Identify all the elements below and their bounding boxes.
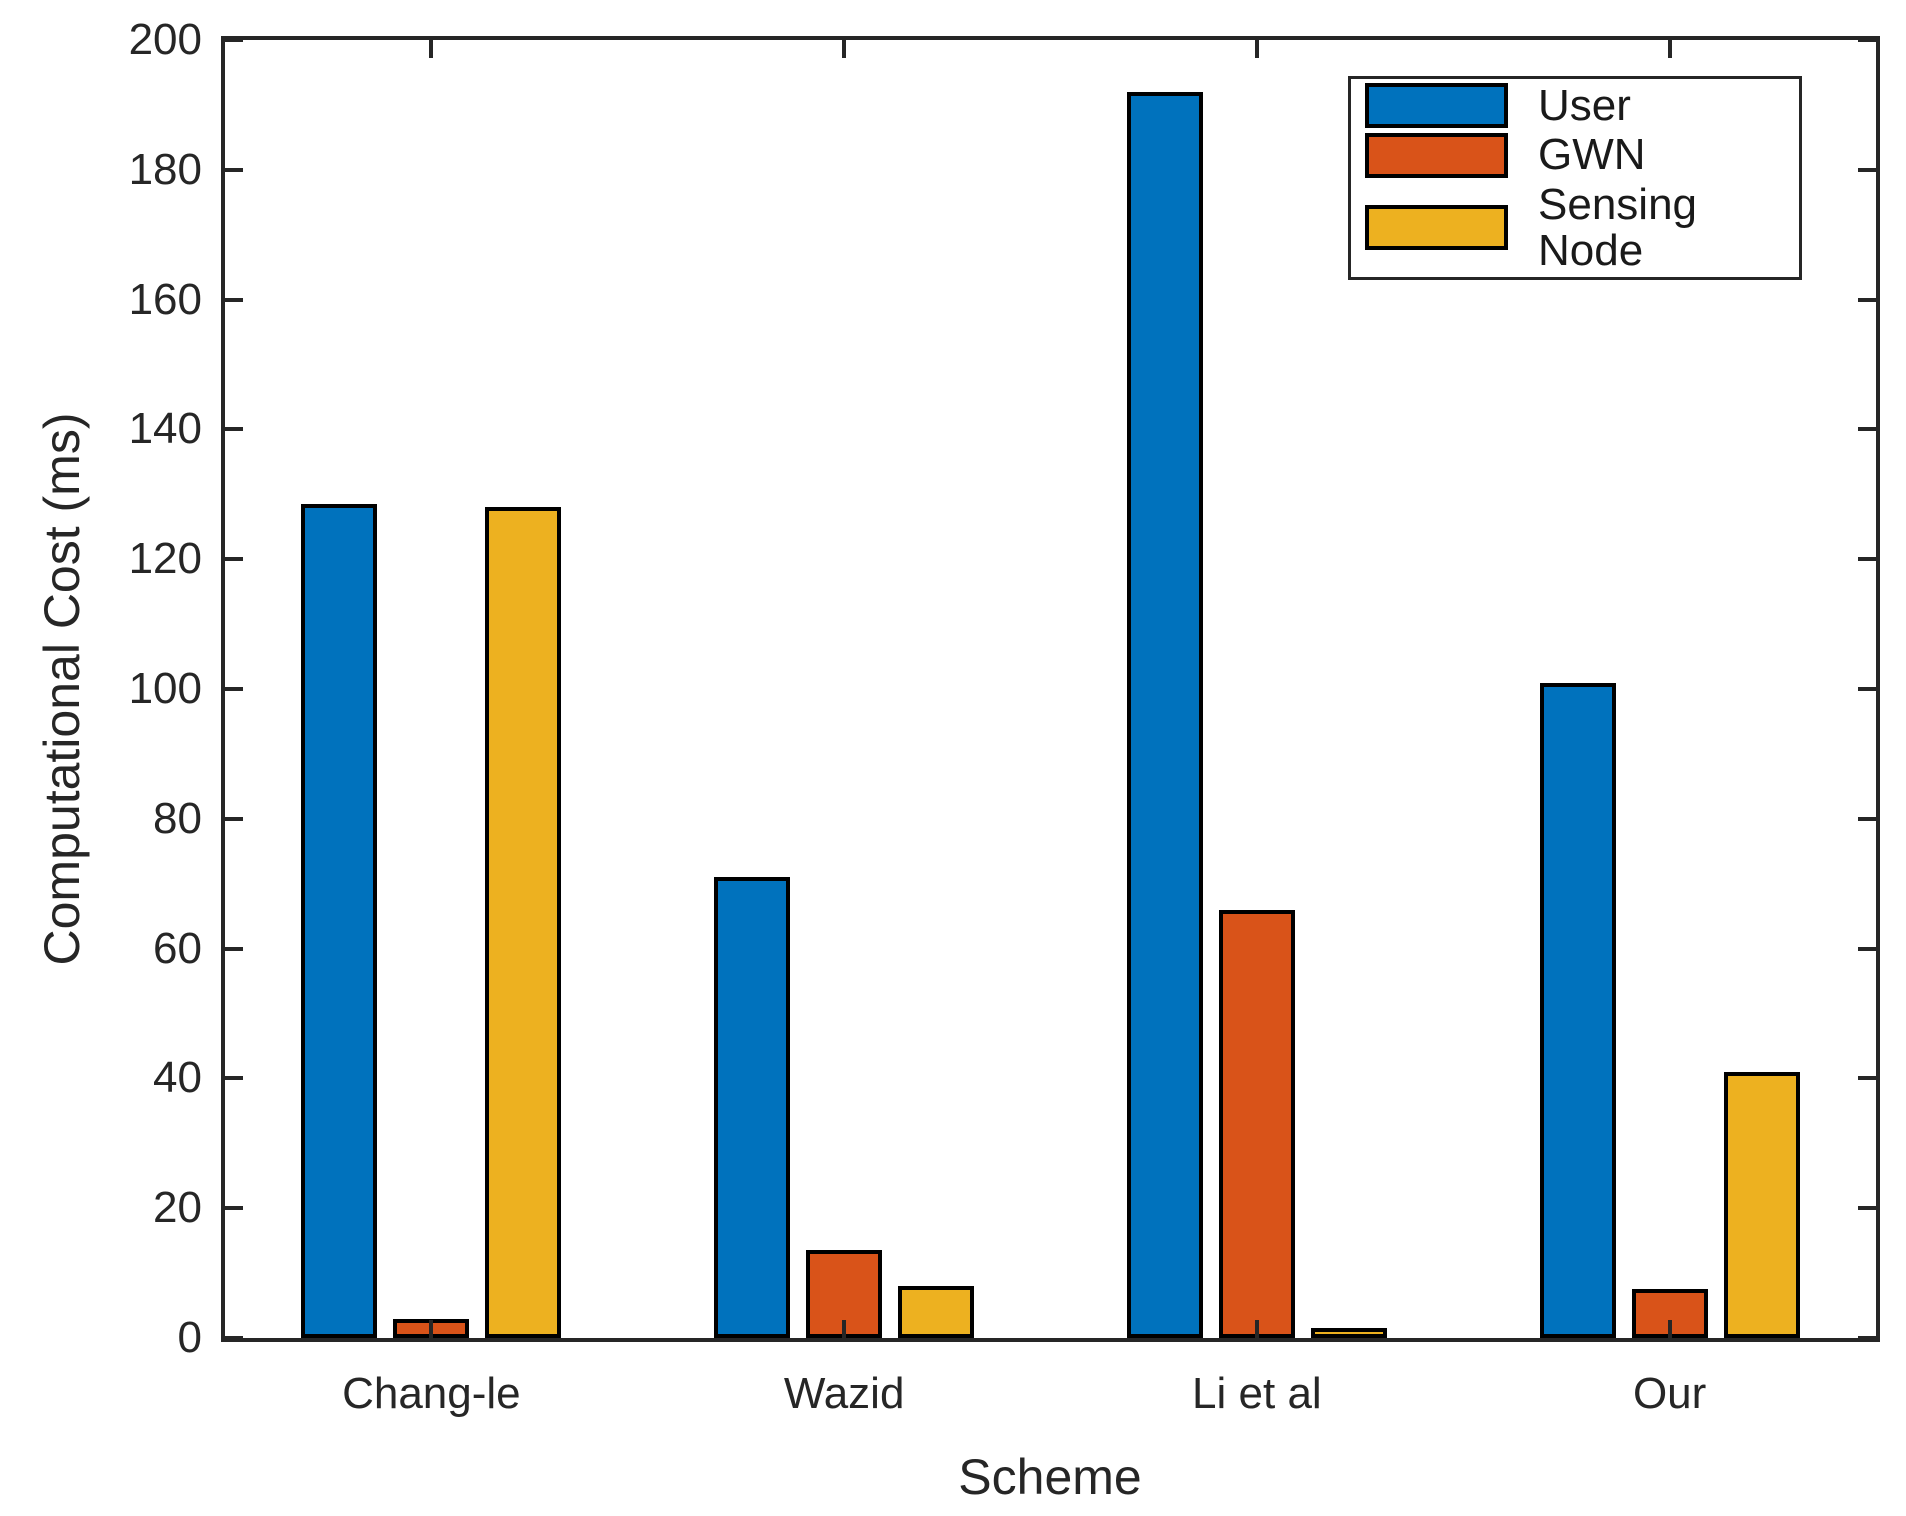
legend-swatch-icon [1365,205,1508,250]
x-tick-mark-top [842,40,847,58]
y-tick-mark-left [225,557,243,562]
legend-label: User [1538,80,1631,130]
y-tick-mark-left [225,1206,243,1211]
bar-user [1126,91,1203,1338]
y-tick-mark-right [1858,687,1876,691]
y-tick-mark-right [1858,1336,1876,1340]
bar-sensing-node [898,1286,975,1338]
x-axis-title: Scheme [958,1449,1142,1505]
x-tick-mark-top [1254,40,1259,58]
x-tick-mark-top [429,40,434,58]
y-tick-label: 120 [128,534,202,584]
y-tick-label: 80 [153,793,202,843]
y-tick-mark-left [225,946,243,951]
y-tick-label: 60 [153,923,202,973]
y-tick-mark-right [1858,38,1876,42]
y-tick-mark-left [225,687,243,691]
y-tick-label: 140 [128,404,202,454]
y-tick-mark-right [1858,816,1876,821]
y-tick-mark-left [225,816,243,821]
y-tick-mark-left [225,1076,243,1081]
bar-sensing-node [1723,1071,1800,1338]
x-tick-label: Li et al [1192,1369,1322,1418]
y-tick-mark-left [225,427,243,432]
bar-user [714,877,791,1338]
y-tick-mark-right [1858,557,1876,562]
y-tick-mark-left [225,167,243,172]
legend-label: Sensing Node [1538,179,1698,275]
plot-area [221,36,1880,1342]
x-tick-mark-bottom [842,1320,847,1338]
y-tick-label: 40 [153,1053,202,1103]
x-tick-mark-bottom [429,1320,434,1338]
bar-gwn [1218,909,1295,1338]
y-tick-mark-left [225,297,243,302]
y-tick-label: 180 [128,144,202,194]
y-tick-mark-left [225,1336,243,1340]
legend-item-sensing-node: Sensing Node [1365,179,1799,275]
x-tick-label: Wazid [783,1369,905,1418]
bar-sensing-node [1310,1328,1387,1338]
y-tick-mark-right [1858,1076,1876,1081]
y-tick-mark-right [1858,167,1876,172]
y-tick-mark-right [1858,946,1876,951]
legend-label: GWN [1538,130,1646,179]
legend-swatch-icon [1365,132,1508,178]
y-tick-mark-left [225,38,243,42]
x-tick-mark-top [1667,40,1672,58]
x-tick-mark-bottom [1254,1320,1259,1338]
legend-item-user: User [1365,80,1799,130]
legend-item-gwn: GWN [1365,132,1799,178]
x-tick-label: Chang-le [342,1369,521,1418]
bar-user [301,504,378,1338]
y-tick-mark-right [1858,1206,1876,1211]
bar-sensing-node [485,507,562,1338]
y-tick-label: 200 [128,15,202,64]
y-tick-mark-right [1858,427,1876,432]
legend: User GWN Sensing Node [1348,76,1802,280]
y-tick-label: 100 [128,664,202,713]
x-tick-mark-bottom [1667,1320,1672,1338]
bar-user [1539,682,1616,1338]
x-tick-label: Our [1632,1369,1707,1418]
legend-swatch-icon [1365,83,1508,128]
y-tick-label: 0 [177,1313,202,1362]
y-tick-label: 20 [153,1183,202,1233]
y-tick-label: 160 [128,274,202,324]
y-tick-mark-right [1858,297,1876,302]
